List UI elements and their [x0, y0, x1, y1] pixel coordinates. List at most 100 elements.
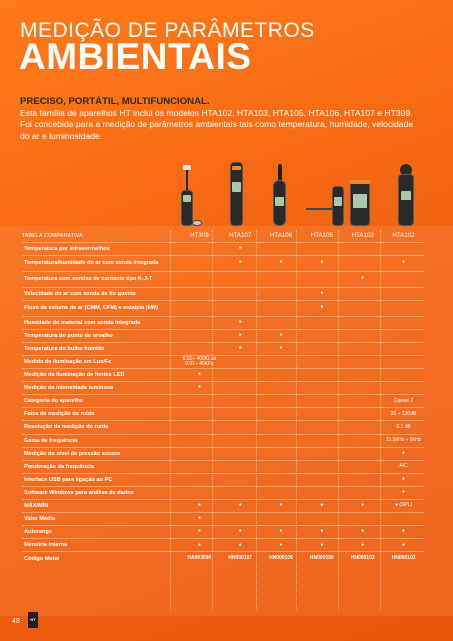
- row-label: Memória interna: [22, 538, 179, 552]
- table-cell: ●: [219, 254, 261, 272]
- table-cell: ●: [219, 315, 261, 330]
- table-cell: [342, 315, 384, 330]
- table-cell: ●: [219, 341, 261, 356]
- table-row: Resolução da medição do ruído 0.1 dB: [22, 420, 424, 435]
- table-cell: [301, 485, 343, 500]
- row-label: Gama de frequência: [22, 433, 179, 448]
- table-row: Temperatura/humidade do ar com sonda int…: [22, 254, 424, 272]
- row-label: Velocidade do ar com sonda de fio quente: [22, 286, 179, 301]
- model-header: HTA107: [229, 232, 252, 240]
- table-row: Faixa de medição do ruído 30 ÷ 130dB: [22, 407, 424, 421]
- table-cell: [260, 420, 302, 435]
- table-cell: [260, 407, 302, 421]
- table-cell: [301, 420, 343, 435]
- table-cell: ●: [178, 512, 220, 526]
- title-main: AMBIENTAIS: [19, 36, 252, 77]
- row-label: Medida de iluminação em Lux/Fc: [22, 354, 179, 369]
- table-cell: [178, 407, 220, 421]
- table-cell: ●: [219, 241, 261, 256]
- table-cell: [178, 472, 220, 487]
- table-cell: [383, 241, 424, 256]
- table-cell: [342, 286, 384, 301]
- table-cell: ●: [178, 525, 220, 539]
- table-cell: [219, 270, 261, 288]
- table-cell: [301, 381, 343, 395]
- ht-logo: HT: [28, 612, 38, 628]
- row-label: Faixa de medição do ruído: [22, 407, 179, 421]
- table-cell: [342, 472, 384, 487]
- table-cell: ●: [301, 498, 343, 513]
- table-cell: [219, 299, 261, 317]
- table-cell: [301, 433, 343, 448]
- table-cell: HN000107: [219, 551, 261, 565]
- table-cell: [342, 354, 384, 369]
- row-label: Temperatura/humidade do ar com sonda int…: [22, 254, 179, 272]
- table-row: Medida de iluminação em Lux/Fc 0.01÷ 400K…: [22, 354, 424, 369]
- table-cell: [383, 315, 424, 330]
- table-cell: [260, 446, 302, 461]
- model-header: HT309: [190, 232, 209, 240]
- table-cell: [260, 270, 302, 288]
- table-row: Autorange ● ● ● ● ● ●: [22, 525, 424, 539]
- table-row: Medição da iluminação de fontes LED ●: [22, 368, 424, 382]
- table-cell: ●: [301, 254, 343, 272]
- table-cell: [219, 381, 261, 395]
- device-images: [172, 160, 424, 226]
- table-cell: ●: [219, 328, 261, 343]
- table-cell: [342, 512, 384, 526]
- table-cell: [260, 394, 302, 408]
- page-number: 48: [12, 618, 20, 625]
- table-cell: [342, 254, 384, 272]
- table-cell: HN000105: [301, 551, 343, 565]
- table-cell: [260, 299, 302, 317]
- row-label: Temperatura por infravermelhos: [22, 241, 179, 256]
- table-cell: [301, 512, 343, 526]
- model-header: HTA106: [269, 232, 293, 240]
- table-cell: [342, 368, 384, 382]
- table-cell: [178, 254, 220, 272]
- model-header: HTA103: [351, 232, 374, 240]
- table-cell: [178, 341, 220, 356]
- table-row: Valor Médio ●: [22, 512, 424, 526]
- table-row: Medição do nível de pressão sonora ●: [22, 446, 424, 461]
- table-cell: [342, 485, 384, 500]
- row-label: Temperatura com sondas de contacto tipo …: [22, 270, 179, 288]
- table-cell: ●: [383, 525, 424, 539]
- table-cell: [301, 354, 343, 369]
- table-cell: [260, 368, 302, 382]
- table-cell: 30 ÷ 130dB: [383, 407, 424, 421]
- table-cell: ●: [260, 498, 302, 513]
- table-cell: [178, 485, 220, 500]
- table-cell: [219, 459, 261, 474]
- row-label: Temperatura do bulbo húmido: [22, 341, 179, 356]
- table-cell: [342, 394, 384, 408]
- row-label: Resolução da medição do ruído: [22, 420, 179, 435]
- comparison-table: TABELA COMPARATIVA HT309 HTA107 HTA106 H…: [22, 230, 424, 565]
- table-cell: [260, 381, 302, 395]
- device-hta106-image: [272, 160, 288, 226]
- table-cell: [260, 485, 302, 500]
- row-label: Código Metel: [22, 551, 179, 565]
- table-cell: ●: [342, 498, 384, 513]
- model-header: HTA105: [310, 232, 333, 240]
- row-label: Categoria do aparelho: [22, 394, 179, 408]
- table-cell: ●: [301, 299, 343, 317]
- table-cell: HN000103: [342, 551, 384, 565]
- table-cell: ●: [383, 485, 424, 500]
- table-cell: ●: [178, 538, 220, 552]
- device-hta102-image: [396, 160, 416, 226]
- table-cell: [178, 315, 220, 330]
- table-cell: [178, 299, 220, 317]
- table-row: Software Windows para análise de dados ●: [22, 485, 424, 500]
- table-cell: [301, 241, 343, 256]
- table-cell: [301, 341, 343, 356]
- table-cell: [260, 472, 302, 487]
- row-label: MÁX/MÍN: [22, 498, 179, 513]
- table-cell: [219, 446, 261, 461]
- table-cell: ●: [342, 538, 384, 552]
- table-cell: ●: [383, 472, 424, 487]
- table-cell: HN000106: [260, 551, 302, 565]
- row-label: Medição da iluminação de fontes LED: [22, 368, 179, 382]
- table-cell: [219, 354, 261, 369]
- table-cell: [301, 472, 343, 487]
